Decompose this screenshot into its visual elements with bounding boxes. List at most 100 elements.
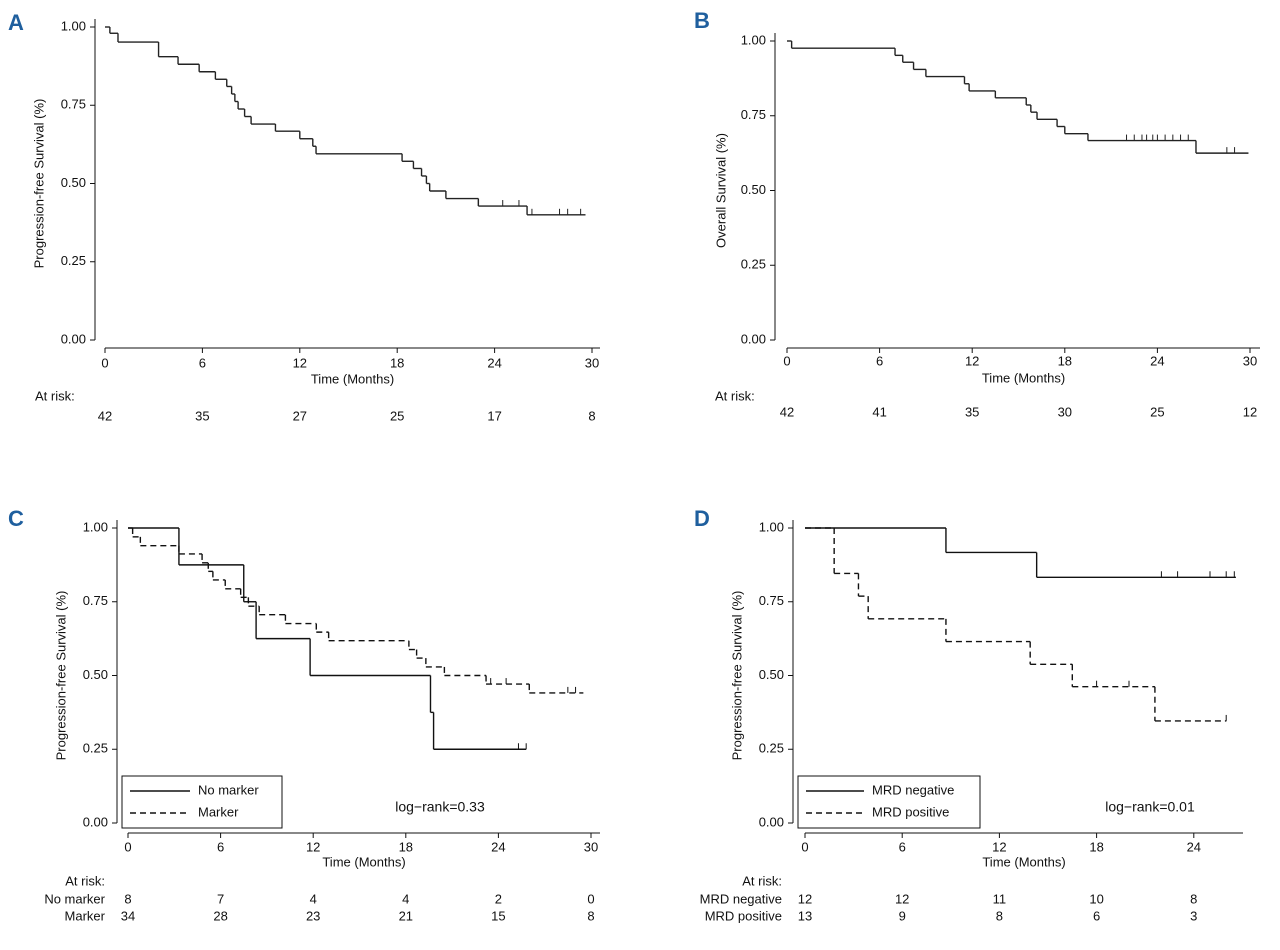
risk-count: 35 — [195, 408, 209, 423]
risk-count: 41 — [872, 404, 886, 419]
y-tick-label: 0.00 — [61, 331, 86, 346]
annotation: log−rank=0.33 — [395, 799, 485, 815]
risk-count: 10 — [1089, 891, 1103, 906]
risk-count: 8 — [124, 891, 131, 906]
x-tick-label: 30 — [1243, 353, 1257, 368]
risk-count: 12 — [1243, 404, 1257, 419]
risk-count: 17 — [487, 408, 501, 423]
y-tick-label: 0.75 — [61, 97, 86, 112]
risk-count: 27 — [293, 408, 307, 423]
y-tick-label: 1.00 — [741, 32, 766, 47]
y-tick-label: 0.25 — [741, 257, 766, 272]
risk-count: 4 — [402, 891, 409, 906]
x-tick-label: 6 — [217, 839, 224, 854]
x-axis-title: Time (Months) — [982, 854, 1065, 869]
risk-count: 11 — [993, 891, 1007, 906]
x-tick-label: 6 — [899, 839, 906, 854]
annotation: log−rank=0.01 — [1105, 799, 1195, 815]
panel-letter: C — [8, 506, 24, 531]
y-tick-label: 1.00 — [759, 519, 784, 534]
x-tick-label: 24 — [487, 355, 501, 370]
risk-count: 13 — [798, 908, 812, 923]
risk-count: 23 — [306, 908, 320, 923]
y-axis-title: Progression-free Survival (%) — [729, 591, 744, 761]
y-axis-title: Progression-free Survival (%) — [53, 591, 68, 761]
x-tick-label: 24 — [491, 839, 505, 854]
legend-label: MRD positive — [872, 804, 949, 819]
legend-box — [121, 775, 283, 829]
x-tick-label: 6 — [199, 355, 206, 370]
x-tick-label: 0 — [783, 353, 790, 368]
y-tick-label: 0.25 — [83, 741, 108, 756]
y-tick-label: 0.50 — [759, 667, 784, 682]
risk-count: 15 — [491, 908, 505, 923]
risk-count: 25 — [390, 408, 404, 423]
risk-count: 2 — [495, 891, 502, 906]
y-tick-label: 0.00 — [83, 814, 108, 829]
risk-count: 42 — [780, 404, 794, 419]
y-tick-label: 0.50 — [83, 667, 108, 682]
risk-row-name: MRD positive — [705, 908, 782, 923]
legend-box — [797, 775, 981, 829]
risk-count: 21 — [399, 908, 413, 923]
y-tick-label: 0.50 — [61, 175, 86, 190]
risk-count: 3 — [1190, 908, 1197, 923]
x-tick-label: 6 — [876, 353, 883, 368]
risk-count: 35 — [965, 404, 979, 419]
x-tick-label: 12 — [293, 355, 307, 370]
x-axis-title: Time (Months) — [311, 371, 394, 386]
x-tick-label: 18 — [390, 355, 404, 370]
risk-count: 34 — [121, 908, 135, 923]
risk-count: 4 — [310, 891, 317, 906]
panel-letter: D — [694, 506, 710, 531]
risk-row-name: No marker — [44, 891, 105, 906]
y-tick-label: 0.25 — [61, 253, 86, 268]
y-tick-label: 0.50 — [741, 182, 766, 197]
legend-label: MRD negative — [872, 782, 954, 797]
x-tick-label: 18 — [1089, 839, 1103, 854]
risk-count: 30 — [1058, 404, 1072, 419]
y-axis-title: Progression-free Survival (%) — [31, 99, 46, 269]
legend-label: Marker — [198, 804, 239, 819]
y-tick-label: 0.75 — [83, 593, 108, 608]
risk-count: 0 — [587, 891, 594, 906]
x-tick-label: 0 — [101, 355, 108, 370]
panel-letter: A — [8, 10, 24, 35]
x-tick-label: 18 — [399, 839, 413, 854]
y-tick-label: 1.00 — [61, 18, 86, 33]
y-tick-label: 0.00 — [741, 331, 766, 346]
y-tick-label: 0.75 — [759, 593, 784, 608]
risk-count: 12 — [798, 891, 812, 906]
risk-title: At risk: — [715, 388, 755, 403]
x-tick-label: 24 — [1150, 353, 1164, 368]
y-tick-label: 0.75 — [741, 107, 766, 122]
y-tick-label: 0.25 — [759, 741, 784, 756]
risk-count: 8 — [996, 908, 1003, 923]
x-tick-label: 18 — [1058, 353, 1072, 368]
x-tick-label: 0 — [801, 839, 808, 854]
risk-title: At risk: — [65, 873, 105, 888]
risk-count: 8 — [587, 908, 594, 923]
risk-count: 25 — [1150, 404, 1164, 419]
chart-panel: B 0.00 0.25 0.50 0.75 1.00 0 6 12 18 24 30 Time (Mon… — [694, 8, 1260, 419]
risk-count: 28 — [213, 908, 227, 923]
x-tick-label: 12 — [965, 353, 979, 368]
x-tick-label: 12 — [992, 839, 1006, 854]
risk-count: 42 — [98, 408, 112, 423]
y-axis-title: Overall Survival (%) — [713, 133, 728, 248]
panel-letter: B — [694, 8, 710, 33]
x-tick-label: 30 — [585, 355, 599, 370]
x-tick-label: 12 — [306, 839, 320, 854]
x-tick-label: 0 — [124, 839, 131, 854]
y-tick-label: 1.00 — [83, 519, 108, 534]
risk-count: 8 — [1190, 891, 1197, 906]
risk-count: 8 — [588, 408, 595, 423]
risk-title: At risk: — [35, 388, 75, 403]
risk-count: 7 — [217, 891, 224, 906]
x-tick-label: 30 — [584, 839, 598, 854]
chart-panel: A 0.00 0.25 0.50 0.75 1.00 0 6 12 18 24 30 Time (Mon… — [8, 10, 600, 423]
risk-row-name: Marker — [65, 908, 106, 923]
x-axis-title: Time (Months) — [322, 854, 405, 869]
